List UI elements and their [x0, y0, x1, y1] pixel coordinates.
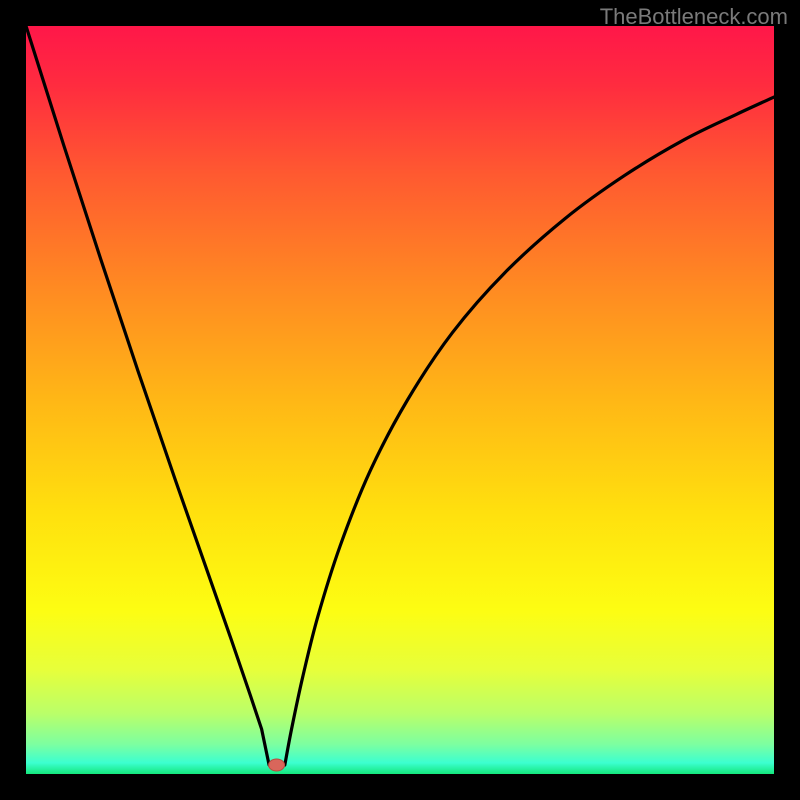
optimal-point-marker — [269, 759, 285, 771]
plot-area-gradient — [26, 26, 774, 774]
watermark-text: TheBottleneck.com — [600, 4, 788, 30]
bottleneck-chart — [0, 0, 800, 800]
